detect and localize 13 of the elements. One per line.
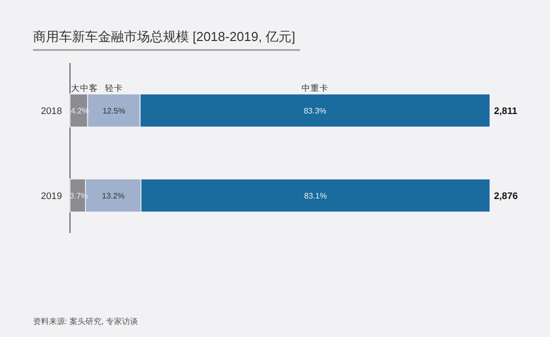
- series-label: 大中客: [71, 83, 98, 93]
- annotation: 2,811: [494, 106, 518, 117]
- series-label: 轻卡: [104, 83, 123, 93]
- series-label: 中重卡: [302, 83, 329, 93]
- text: 资料来源: 案头研究, 专家访谈: [33, 317, 138, 326]
- data-label: 12.5%: [102, 106, 126, 116]
- annotation: 2,876: [494, 191, 518, 202]
- data-label: 83.3%: [304, 106, 326, 116]
- data-label: 83.1%: [304, 192, 327, 200]
- chart-title: 商用车新车金融市场总规模 [2018-2019, 亿元]: [33, 29, 296, 44]
- data-label: 13.2%: [102, 192, 125, 200]
- y-tick-label: 2019: [40, 191, 62, 202]
- y-tick-label: 2018: [40, 106, 62, 117]
